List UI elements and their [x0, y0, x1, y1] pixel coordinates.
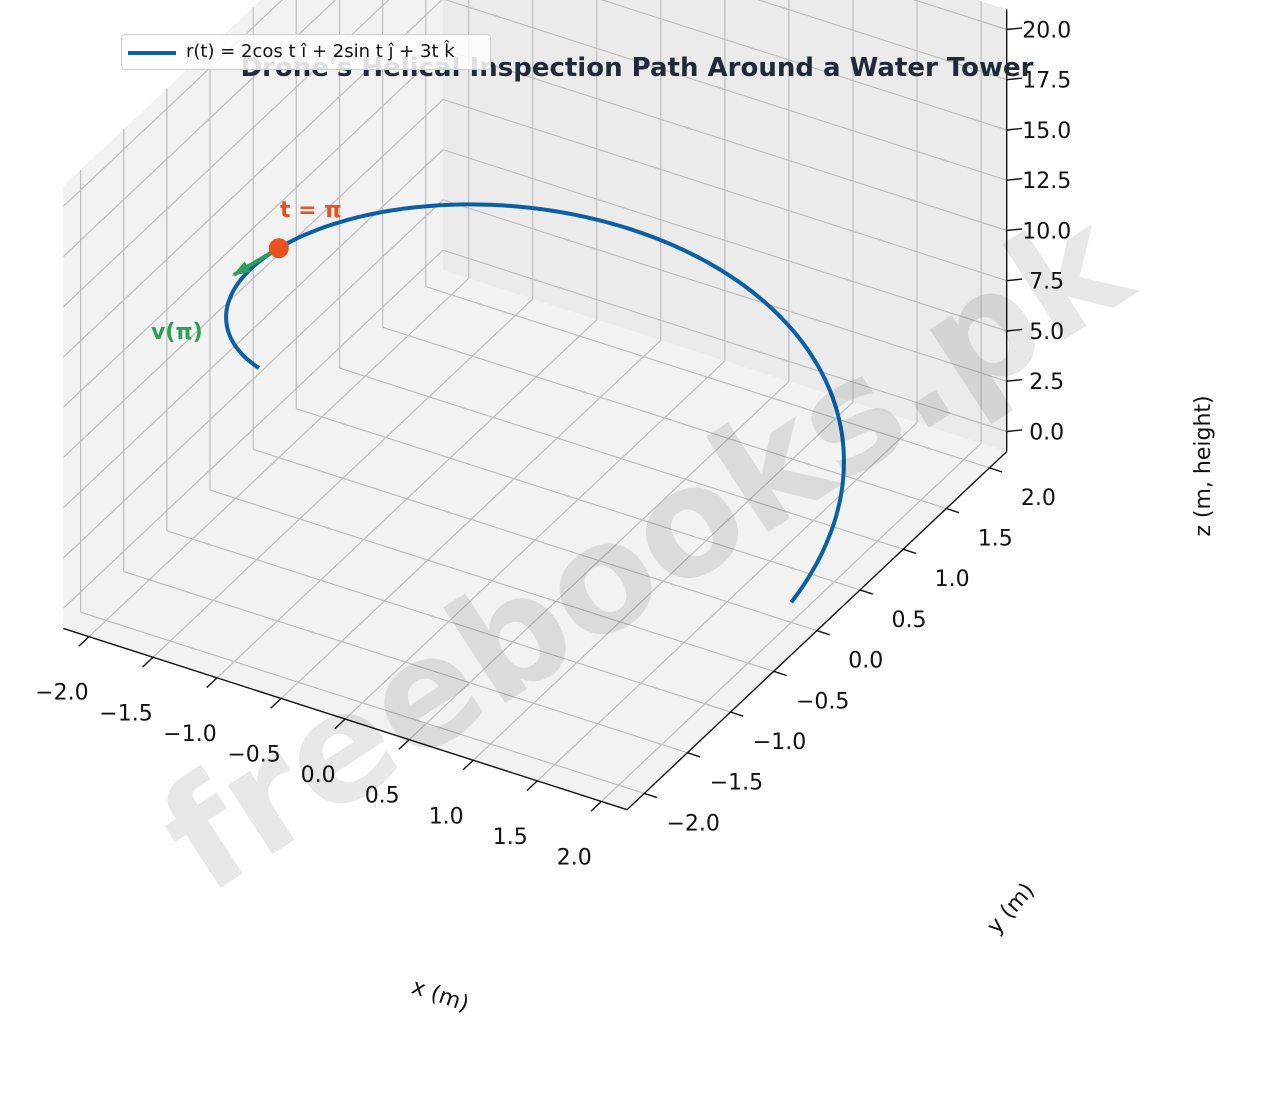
x-tick-mark: [462, 759, 474, 771]
x-tick-mark: [270, 697, 282, 709]
y-tick-label: −1.0: [753, 730, 806, 755]
y-axis-label: y (m): [982, 878, 1039, 939]
z-tick-label: 20.0: [1022, 19, 1071, 44]
z-tick-mark: [1006, 27, 1023, 31]
grid-line: [425, 286, 990, 469]
x-tick-mark: [334, 718, 346, 730]
grid-line: [600, 0, 1007, 131]
grid-line: [296, 408, 861, 591]
z-tick-mark: [1006, 328, 1023, 332]
annotation-layer: v(π) t = π: [151, 198, 342, 345]
z-tick-label: 15.0: [1022, 119, 1071, 144]
grid-line: [442, 149, 1007, 332]
point-t-pi: [268, 238, 289, 259]
grid-line: [442, 249, 1007, 433]
z-tick-label: 5.0: [1029, 320, 1064, 345]
grid-line: [62, 149, 444, 509]
grid-line: [253, 448, 817, 632]
x-tick-mark: [142, 656, 154, 668]
y-tick-mark: [902, 548, 917, 555]
x-tick-mark: [526, 780, 538, 792]
z-tick-mark: [1006, 278, 1023, 282]
series-layer: [224, 202, 846, 604]
grid-line: [442, 199, 1007, 382]
x-tick-mark: [78, 636, 90, 647]
grid-line: [442, 48, 1007, 232]
grid-line: [339, 367, 904, 550]
grid-lines: [62, 0, 1007, 802]
x-tick-label: 0.5: [365, 784, 400, 809]
grid-line: [62, 0, 390, 308]
x-axis-line: [63, 627, 628, 811]
x-tick-mark: [398, 739, 410, 750]
z-tick-mark: [1006, 378, 1023, 382]
helix-curve: [224, 202, 846, 604]
y-tick-label: 0.0: [848, 649, 883, 674]
z-tick-label: 17.5: [1022, 69, 1071, 94]
legend-label: r(t) = 2cos t î + 2sin t ĵ + 3t k̂: [186, 41, 455, 62]
y-tick-mark: [859, 589, 874, 595]
grid-line: [62, 98, 444, 459]
point-label: t = π: [280, 198, 342, 223]
x-axis-label: x (m): [408, 974, 472, 1017]
z-tick-mark: [1006, 177, 1023, 181]
x-tick-label: 1.0: [429, 804, 464, 829]
x-tick-label: 2.0: [557, 846, 592, 871]
x-tick-mark: [206, 677, 218, 689]
y-tick-mark: [643, 792, 658, 799]
z-tick-label: 10.0: [1022, 220, 1071, 245]
z-tick-mark: [1006, 228, 1023, 232]
y-tick-label: −1.5: [710, 771, 763, 796]
grid-line: [444, 0, 1007, 181]
z-tick-mark: [1006, 77, 1023, 81]
grid-line: [166, 530, 731, 713]
grid-line: [442, 98, 1007, 282]
grid-line: [123, 570, 688, 754]
z-axis-label: z (m, height): [1191, 395, 1216, 536]
y-tick-mark: [816, 629, 830, 636]
velocity-arrow-head: [232, 261, 251, 276]
y-tick-mark: [687, 752, 701, 758]
x-tick-mark: [590, 800, 602, 812]
z-tick-mark: [1006, 127, 1023, 131]
velocity-label: v(π): [151, 320, 203, 345]
z-tick-label: 2.5: [1029, 370, 1064, 395]
z-tick-label: 7.5: [1029, 270, 1064, 295]
x-tick-label: 1.5: [493, 825, 528, 850]
y-tick-label: −2.0: [666, 811, 719, 836]
y-tick-label: 0.5: [892, 608, 927, 633]
y-tick-mark: [773, 670, 787, 677]
tick-labels: −2.0−1.5−1.0−0.50.00.51.01.52.0−2.0−1.5−…: [35, 19, 1071, 871]
y-tick-label: 1.5: [978, 527, 1013, 552]
x-tick-label: −2.0: [35, 681, 88, 706]
x-tick-label: −1.5: [99, 701, 152, 726]
y-tick-mark: [946, 507, 960, 514]
y-tick-label: −0.5: [796, 689, 849, 714]
z-tick-label: 0.0: [1029, 421, 1064, 446]
legend-swatch: [128, 51, 176, 55]
y-tick-label: 1.0: [935, 567, 970, 592]
grid-line: [756, 0, 1007, 81]
y-tick-mark: [989, 467, 1003, 473]
grid-line: [62, 249, 444, 609]
x-tick-label: −0.5: [227, 743, 280, 768]
grid-line: [62, 0, 337, 258]
grid-line: [382, 326, 947, 510]
x-tick-label: 0.0: [301, 763, 336, 788]
grid-line: [80, 611, 645, 794]
z-tick-mark: [1006, 429, 1023, 433]
y-tick-mark: [730, 711, 744, 717]
grid-line: [62, 199, 444, 559]
grid-line: [209, 489, 774, 672]
x-tick-label: −1.0: [163, 722, 216, 747]
z-tick-label: 12.5: [1022, 169, 1071, 194]
legend: r(t) = 2cos t î + 2sin t ĵ + 3t k̂: [121, 34, 491, 70]
grid-line: [62, 48, 444, 408]
y-tick-label: 2.0: [1021, 486, 1056, 511]
grid-line: [62, 0, 283, 207]
